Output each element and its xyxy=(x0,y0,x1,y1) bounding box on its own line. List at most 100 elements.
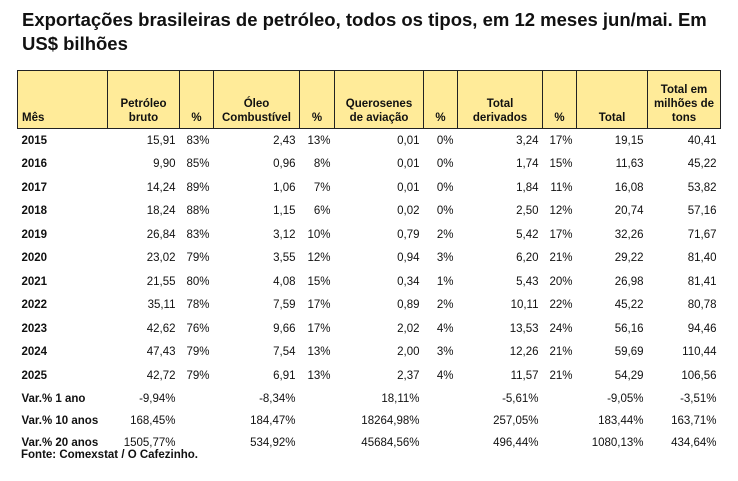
row-label: 2015 xyxy=(21,134,48,147)
table-cell: 59,69 xyxy=(614,346,644,359)
table-cell: 106,56 xyxy=(681,369,717,382)
header-oleo-combustivel: Óleo Combustível xyxy=(213,70,300,129)
table-cell: 534,92% xyxy=(250,436,296,449)
table-row: 2024 47,43 79% 7,54 13% 2,00 3% 12,26 21% 59,69 11… xyxy=(18,341,721,365)
table-body: 2015 15,91 83% 2,43 13% 0,01 0% 3,24 17% 19,15 40,… xyxy=(18,129,721,454)
table-cell: 22% xyxy=(549,299,573,312)
table-row: 2015 15,91 83% 2,43 13% 0,01 0% 3,24 17% 19,15 40,… xyxy=(18,129,721,153)
table-cell: 1,15 xyxy=(273,205,296,218)
table-cell: 110,44 xyxy=(682,346,717,359)
table-cell: 3,24 xyxy=(516,134,539,147)
table-cell: 85% xyxy=(186,158,210,171)
table-cell xyxy=(543,388,577,410)
table-cell: 7,59 xyxy=(273,299,296,312)
table-cell: 79% xyxy=(186,252,210,265)
table-cell: 5,42 xyxy=(516,228,539,241)
table-cell: 24% xyxy=(549,322,573,335)
table-cell: 80,78 xyxy=(687,299,717,312)
table-cell: 4% xyxy=(436,369,454,382)
row-label: Var.% 1 ano xyxy=(21,392,86,405)
table-cell: -8,34% xyxy=(259,392,296,405)
table-cell: 8% xyxy=(313,158,331,171)
table-cell: 0,01 xyxy=(397,181,420,194)
table-cell: 13% xyxy=(307,134,331,147)
table-cell: 54,29 xyxy=(614,369,644,382)
table-cell: 79% xyxy=(186,369,210,382)
header-pct-querosenes: % xyxy=(423,70,458,129)
table-cell: 20% xyxy=(549,275,573,288)
table-cell: 2,43 xyxy=(273,134,296,147)
table-cell: 18,24 xyxy=(146,205,176,218)
table-cell: 2,02 xyxy=(397,322,420,335)
table-cell: 1,74 xyxy=(516,158,539,171)
table-title: Exportações brasileiras de petróleo, tod… xyxy=(22,9,707,54)
table-cell: 81,40 xyxy=(687,252,717,265)
table-cell: 21% xyxy=(549,346,573,359)
table-cell: 1,06 xyxy=(273,181,296,194)
table-cell: 81,41 xyxy=(687,275,717,288)
table-cell: 15% xyxy=(307,275,331,288)
table-cell: 45,22 xyxy=(614,299,644,312)
table-cell: 21% xyxy=(549,252,573,265)
row-label: Var.% 10 anos xyxy=(21,414,99,427)
table-cell: 83% xyxy=(186,228,210,241)
table-cell xyxy=(300,432,335,454)
header-querosenes: Querosenes de aviação xyxy=(334,70,424,129)
table-cell: 183,44% xyxy=(598,414,644,427)
table-cell: 45,22 xyxy=(687,158,717,171)
table-cell: 45684,56% xyxy=(361,436,420,449)
header-total-tons: Total em milhões de tons xyxy=(647,70,721,129)
table-cell: 15,91 xyxy=(146,134,176,147)
table-cell: 3,12 xyxy=(273,228,296,241)
table-cell: 21% xyxy=(549,369,573,382)
table-cell: 0,01 xyxy=(397,158,420,171)
table-cell: 13% xyxy=(307,346,331,359)
table-cell: 71,67 xyxy=(687,228,717,241)
row-label: 2025 xyxy=(21,369,48,382)
table-cell: 6% xyxy=(313,205,331,218)
table-row: 2021 21,55 80% 4,08 15% 0,34 1% 5,43 20% 26,98 81,… xyxy=(18,270,721,294)
table-cell: 17% xyxy=(549,134,573,147)
table-cell: 1,84 xyxy=(516,181,539,194)
table-cell: 13,53 xyxy=(509,322,539,335)
row-label: 2024 xyxy=(21,346,48,359)
table-cell: 3,55 xyxy=(273,252,296,265)
variation-row: Var.% 10 anos 168,45% 184,47% 18264,98% 257,… xyxy=(18,410,721,432)
table-cell: 2% xyxy=(436,228,454,241)
header-row: Mês Petróleo bruto % Óleo Combustível % … xyxy=(17,70,721,129)
table-cell: 13% xyxy=(307,369,331,382)
row-label: 2021 xyxy=(21,275,48,288)
table-cell xyxy=(424,388,458,410)
table-cell: 12% xyxy=(549,205,573,218)
table-cell: 32,26 xyxy=(614,228,644,241)
table-cell: 53,82 xyxy=(687,181,717,194)
table-cell: 0,96 xyxy=(273,158,296,171)
table-cell: 19,15 xyxy=(614,134,644,147)
variation-row: Var.% 1 ano -9,94% -8,34% 18,11% -5,61% -9,05… xyxy=(18,388,721,410)
table-row: 2020 23,02 79% 3,55 12% 0,94 3% 6,20 21% 29,22 81,… xyxy=(18,247,721,271)
table-cell: 257,05% xyxy=(493,414,539,427)
table-cell: 0% xyxy=(436,205,454,218)
table-cell: 6,20 xyxy=(516,252,539,265)
table-cell: 5,43 xyxy=(516,275,539,288)
table-cell xyxy=(543,410,577,432)
table-cell: 11,57 xyxy=(510,369,539,382)
table-cell: 0% xyxy=(436,181,454,194)
table-cell: 12% xyxy=(307,252,331,265)
table-cell xyxy=(180,410,214,432)
header-mes: Mês xyxy=(17,70,108,129)
table-cell: 42,72 xyxy=(146,369,176,382)
header-pct-derivados: % xyxy=(542,70,577,129)
table-row: 2017 14,24 89% 1,06 7% 0,01 0% 1,84 11% 16,08 53,8… xyxy=(18,176,721,200)
table-cell: 18264,98% xyxy=(361,414,420,427)
table-cell: 2,37 xyxy=(397,369,420,382)
table-cell: 80% xyxy=(186,275,210,288)
table-cell xyxy=(543,432,577,454)
table-cell: 0,89 xyxy=(397,299,420,312)
table-cell: 9,66 xyxy=(273,322,296,335)
table-cell: -3,51% xyxy=(680,392,717,405)
table-cell: 42,62 xyxy=(146,322,176,335)
row-label: 2020 xyxy=(21,252,48,265)
table-cell: 7% xyxy=(313,181,331,194)
table-cell: 1080,13% xyxy=(591,436,644,449)
